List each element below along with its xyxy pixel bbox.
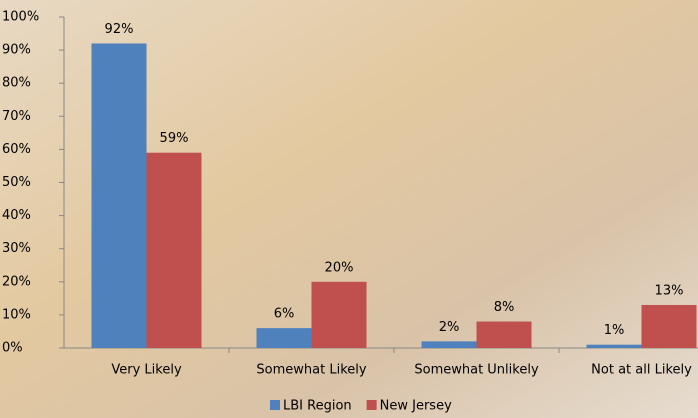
- value-label: 8%: [494, 300, 515, 315]
- y-tick-label: 10%: [2, 307, 31, 322]
- y-tick-label: 40%: [2, 208, 31, 223]
- legend-label: New Jersey: [380, 399, 452, 414]
- bar: [477, 322, 532, 348]
- x-tick-label: Somewhat Likely: [256, 363, 366, 378]
- y-tick-label: 90%: [2, 43, 31, 58]
- y-tick-label: 80%: [2, 76, 31, 91]
- bar: [92, 43, 147, 348]
- value-label: 92%: [105, 22, 134, 37]
- bar: [257, 328, 312, 348]
- x-tick-label: Very Likely: [111, 363, 182, 378]
- bar: [147, 153, 202, 348]
- value-label: 6%: [274, 307, 295, 322]
- y-tick-label: 30%: [2, 241, 31, 256]
- y-tick-label: 70%: [2, 109, 31, 124]
- legend-swatch: [367, 400, 377, 410]
- x-tick-label: Not at all Likely: [591, 363, 692, 378]
- value-label: 20%: [325, 260, 354, 275]
- value-label: 59%: [160, 131, 189, 146]
- x-tick-label: Somewhat Unlikely: [414, 363, 539, 378]
- value-label: 1%: [604, 323, 625, 338]
- y-tick-label: 100%: [2, 10, 39, 25]
- bar: [422, 341, 477, 348]
- legend-swatch: [270, 400, 280, 410]
- bar: [642, 305, 697, 348]
- value-label: 13%: [655, 283, 684, 298]
- value-label: 2%: [439, 320, 460, 335]
- y-tick-label: 20%: [2, 274, 31, 289]
- bar: [587, 345, 642, 348]
- y-tick-label: 0%: [2, 341, 23, 356]
- y-tick-label: 50%: [2, 175, 31, 190]
- y-tick-label: 60%: [2, 142, 31, 157]
- chart: 0% 10% 20% 30% 40% 50% 60% 70% 80% 90% 100% Very Li…: [0, 0, 698, 418]
- bar: [312, 282, 367, 348]
- legend-label: LBI Region: [283, 399, 352, 414]
